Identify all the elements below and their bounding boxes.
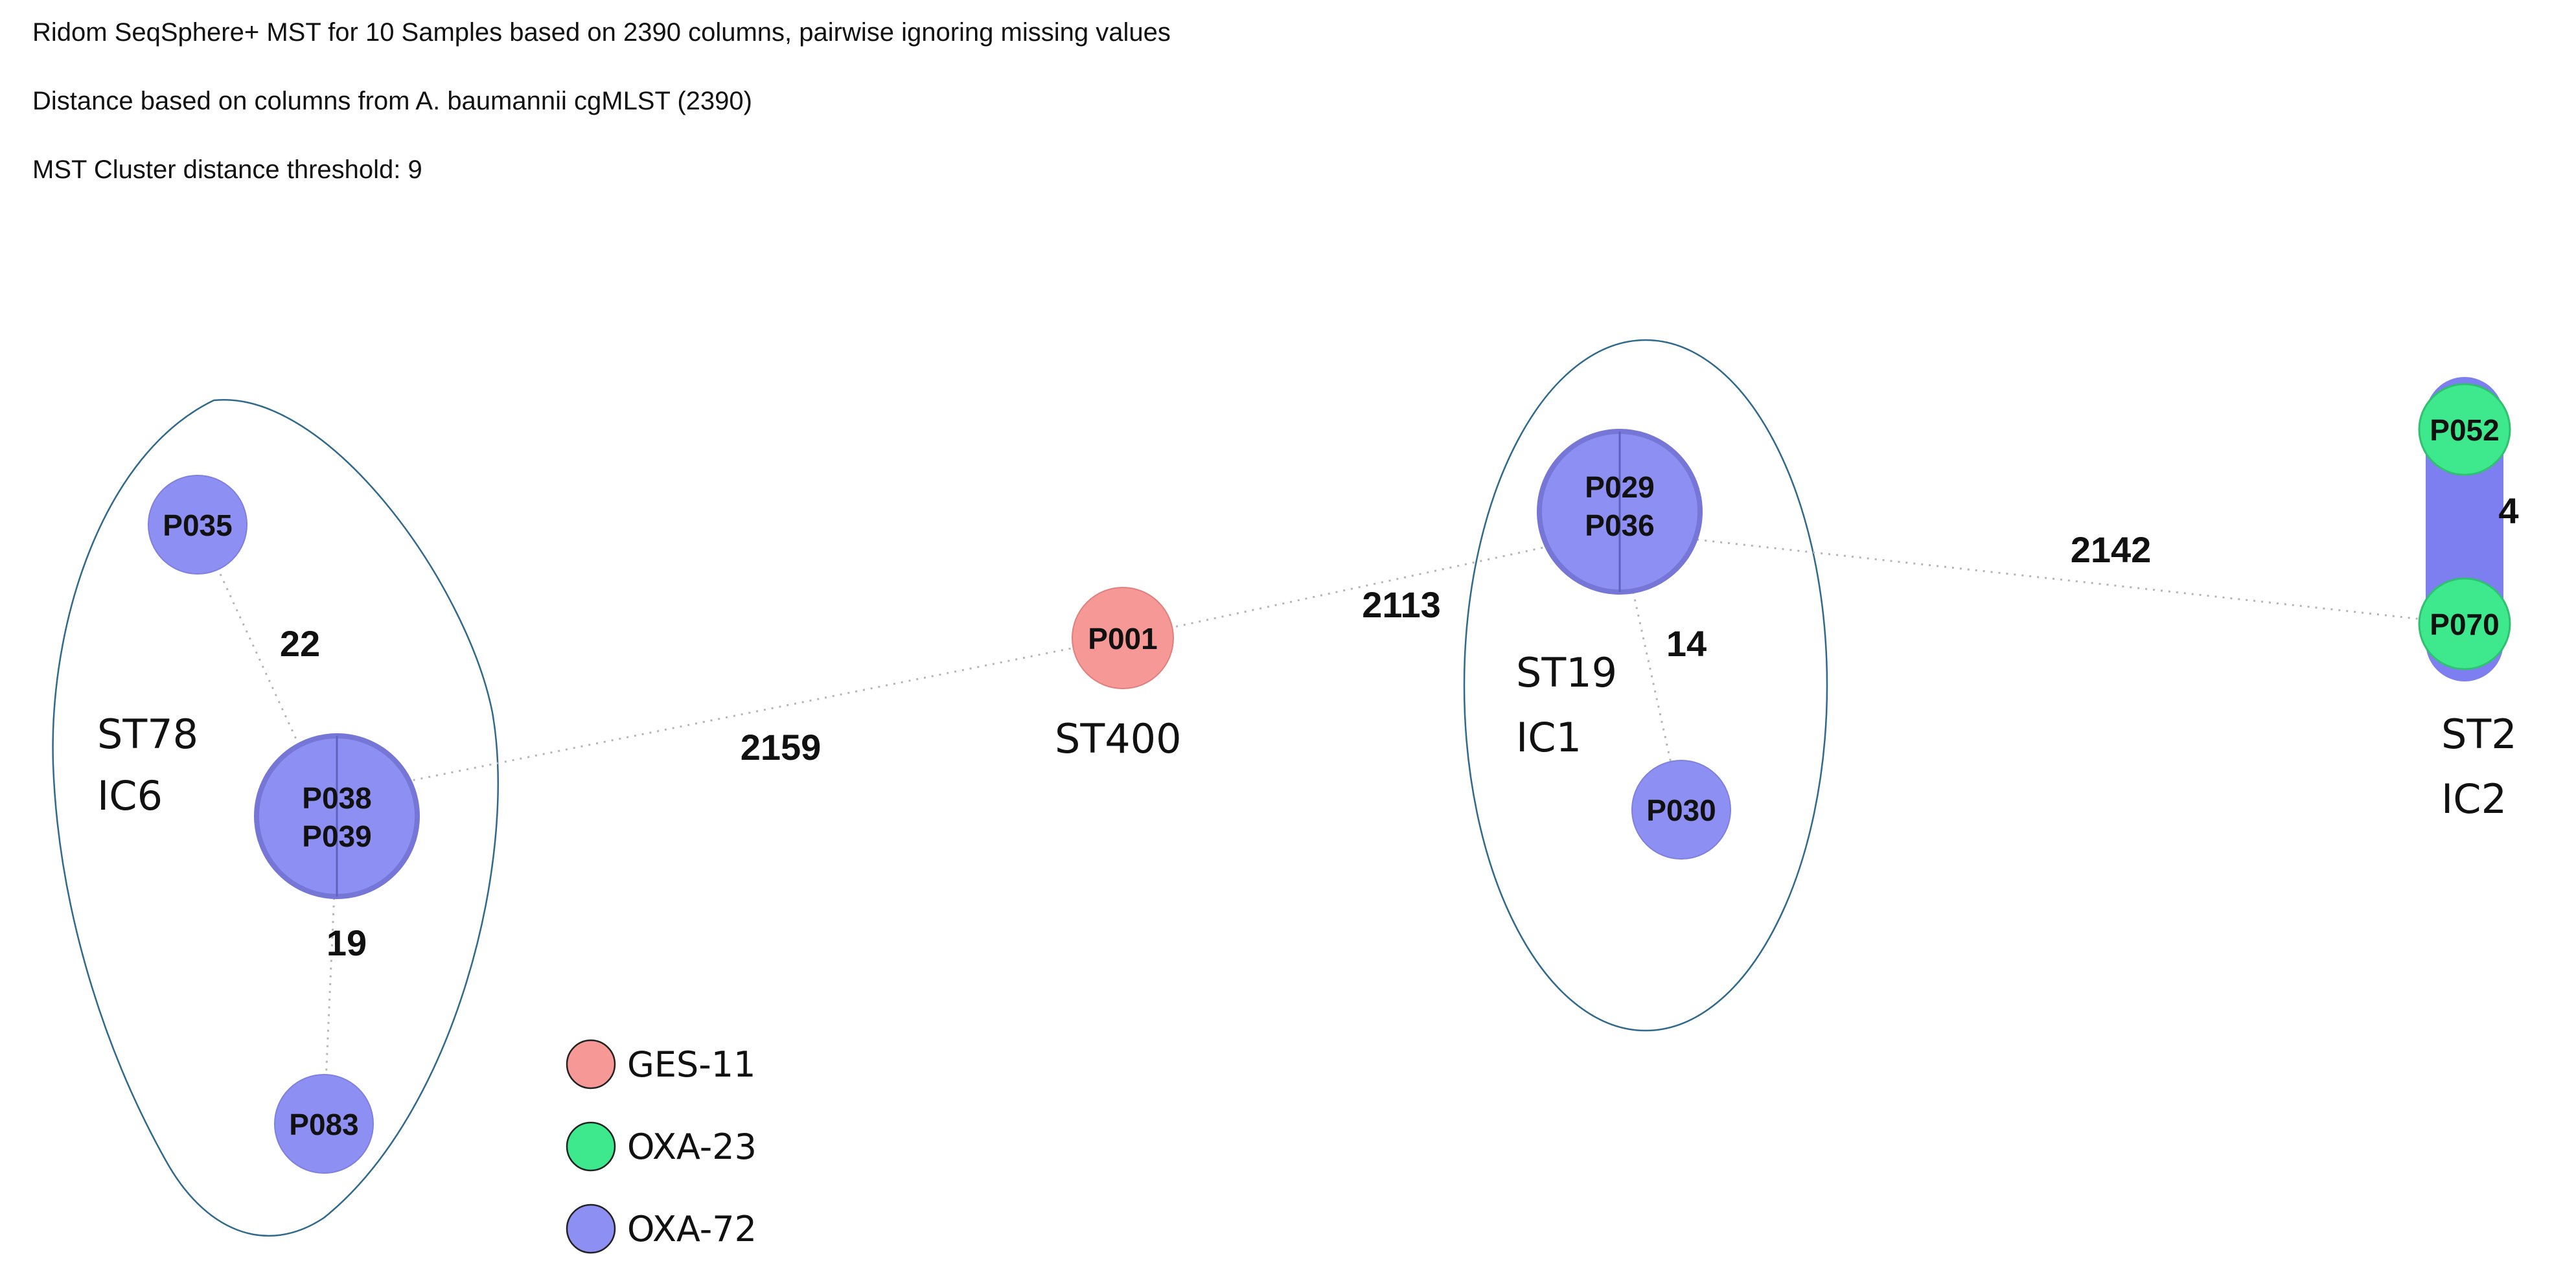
edge-label-22: 22	[280, 623, 320, 664]
cluster-outline-st78	[52, 399, 499, 1237]
group-label-ic2: IC2	[2441, 775, 2507, 823]
node-p038-p039[interactable]: P038 P039	[254, 733, 420, 899]
legend-item-ges11: GES-11	[566, 1039, 755, 1090]
group-label-st400: ST400	[1055, 715, 1182, 762]
legend-label-oxa23: OXA-23	[627, 1126, 757, 1167]
node-label-p039: P039	[302, 819, 371, 853]
node-label-p035: P035	[163, 508, 232, 542]
cluster-outline-st19	[1463, 339, 1828, 1032]
edge-label-2159: 2159	[741, 727, 822, 768]
node-label-p052: P052	[2430, 413, 2499, 447]
header-title: Ridom SeqSphere+ MST for 10 Samples base…	[32, 18, 1171, 47]
legend-swatch-ges11	[566, 1039, 616, 1090]
legend-item-oxa72: OXA-72	[566, 1204, 757, 1254]
node-p029-p036[interactable]: P029 P036	[1537, 429, 1703, 595]
edge-label-4: 4	[2498, 490, 2518, 531]
edge-label-14: 14	[1666, 623, 1707, 664]
legend: GES-11 OXA-23 OXA-72	[566, 1039, 757, 1254]
node-label-p029: P029	[1585, 470, 1654, 504]
node-p083[interactable]: P083	[274, 1074, 374, 1174]
legend-label-ges11: GES-11	[627, 1044, 755, 1085]
legend-label-oxa72: OXA-72	[627, 1209, 757, 1249]
edge-label-2113: 2113	[1362, 584, 1441, 625]
node-p001[interactable]: P001	[1072, 587, 1174, 689]
edge-p038-p001	[336, 637, 1123, 797]
node-label-p083: P083	[289, 1108, 358, 1141]
legend-item-oxa23: OXA-23	[566, 1121, 757, 1172]
node-label-p070: P070	[2430, 608, 2499, 641]
node-label-p001: P001	[1088, 622, 1157, 656]
node-p035[interactable]: P035	[148, 475, 247, 575]
node-label-p036: P036	[1585, 508, 1654, 542]
node-group-p052-p070[interactable]: P052 P070 4	[2418, 377, 2519, 681]
group-label-st2: ST2	[2441, 711, 2517, 758]
edge-label-2142: 2142	[2071, 529, 2152, 570]
group-label-st78: ST78	[97, 711, 198, 758]
group-label-st19: ST19	[1516, 649, 1617, 696]
header-distance-basis: Distance based on columns from A. bauman…	[32, 87, 752, 115]
group-label-ic6: IC6	[97, 772, 163, 819]
header: Ridom SeqSphere+ MST for 10 Samples base…	[32, 19, 1171, 183]
group-label-ic1: IC1	[1516, 714, 1581, 761]
node-p030[interactable]: P030	[1631, 760, 1731, 860]
header-cluster-threshold: MST Cluster distance threshold: 9	[32, 155, 422, 184]
edge-p029-p070	[1619, 530, 2464, 625]
legend-swatch-oxa23	[566, 1121, 616, 1172]
node-label-p038: P038	[302, 781, 371, 815]
node-label-p030: P030	[1646, 793, 1716, 827]
edge-label-19: 19	[327, 922, 367, 963]
legend-swatch-oxa72	[566, 1204, 616, 1254]
